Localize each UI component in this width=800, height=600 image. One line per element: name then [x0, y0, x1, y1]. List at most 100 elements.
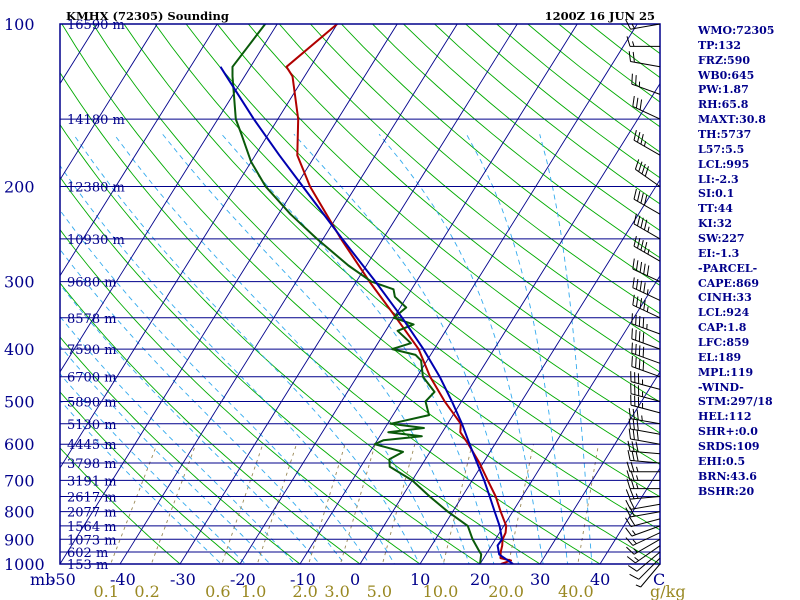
temperature-tick-label: 30 [530, 570, 550, 589]
wind-barb [632, 277, 661, 301]
wind-barb [629, 557, 661, 580]
temperature-tick-label: -20 [230, 570, 256, 589]
mixing-ratio-line [256, 444, 297, 564]
height-label: 153 m [67, 558, 108, 573]
wind-barb [626, 538, 661, 555]
moist-adiabat-line [73, 133, 420, 564]
wind-barb [626, 461, 660, 473]
index-item: HEL:112 [698, 410, 752, 424]
mixing-ratio-tick-label: 0.6 [205, 582, 230, 600]
dewpoint-trace [231, 24, 483, 564]
dry-adiabat-line [60, 447, 181, 564]
wind-barb [630, 383, 661, 402]
temperature-trace [285, 24, 512, 564]
dry-adiabat-line [60, 123, 541, 564]
mixing-ratio-line [508, 444, 534, 564]
wind-barb [632, 294, 661, 319]
index-item: -WIND- [698, 380, 744, 394]
index-item: -PARCEL- [698, 261, 758, 275]
moist-adiabat-line [113, 133, 445, 564]
wind-barb [626, 470, 660, 481]
sounding-traces [219, 24, 514, 564]
mixing-ratio-tick-label: 1.0 [241, 582, 266, 600]
wind-barb [628, 418, 661, 435]
y-axis-unit-label: mb [30, 570, 55, 589]
index-item: WB0:645 [698, 68, 755, 82]
isotherm-line [60, 24, 338, 469]
index-item: SHR+:0.0 [698, 425, 758, 439]
index-item: LFC:859 [698, 336, 750, 350]
dry-adiabat-line [61, 24, 660, 564]
wind-barb [628, 51, 661, 68]
wind-barb [625, 19, 661, 30]
temperature-tick-label: -40 [110, 570, 136, 589]
dry-adiabat-line [341, 24, 660, 286]
height-label: 1564 m [67, 520, 117, 535]
moist-adiabat-line [162, 133, 470, 564]
mixing-ratio-tick-label: 0.1 [93, 582, 118, 600]
mixing-ratio-tick-label: 0.2 [134, 582, 159, 600]
isotherm-line [419, 178, 660, 564]
pressure-tick-label: 600 [4, 435, 35, 454]
moist-adiabat-line [60, 315, 296, 564]
index-item: SRDS:109 [698, 440, 760, 454]
wind-barb [631, 342, 661, 364]
wind-barb [631, 328, 661, 350]
moist-adiabat-line [378, 133, 544, 564]
index-item: PW:1.87 [698, 83, 749, 97]
index-item: BSHR:20 [698, 484, 755, 498]
index-item: TP:132 [698, 38, 742, 52]
index-item: L57:5.5 [698, 142, 745, 156]
moist-adiabat-line [466, 133, 569, 564]
wind-barb [628, 408, 661, 425]
isotherm-line [60, 24, 398, 564]
wind-barb [634, 159, 661, 188]
moist-adiabat-line [293, 133, 519, 564]
parcel-trace [219, 66, 514, 564]
dry-adiabat-line [185, 24, 660, 434]
index-item: SI:0.1 [698, 187, 735, 201]
temperature-tick-label: 10 [410, 570, 430, 589]
mixing-ratio-line [577, 444, 599, 564]
wind-barb [633, 213, 661, 240]
isotherm-line [359, 82, 660, 564]
chart-background-lines [60, 24, 660, 564]
mixing-ratio-tick-label: 5.0 [367, 582, 392, 600]
moist-adiabat-line [60, 209, 370, 564]
mixing-ratio-line [442, 444, 473, 564]
height-label: 8578 m [67, 312, 117, 327]
pressure-tick-label: 900 [4, 530, 35, 549]
index-item: LCL:995 [698, 157, 750, 171]
moist-adiabat-line [60, 399, 222, 564]
index-item: EHI:0.5 [698, 454, 746, 468]
isotherm-line [60, 24, 278, 373]
index-item: SW:227 [698, 232, 745, 246]
dry-adiabat-line [154, 24, 660, 466]
plot-border [59, 23, 661, 565]
pressure-tick-label: 400 [4, 340, 35, 359]
wind-barb [632, 258, 661, 283]
moist-adiabat-line [60, 373, 247, 564]
moist-adiabat-line [539, 134, 593, 564]
dry-adiabat-line [60, 176, 481, 564]
height-label: 4445 m [67, 438, 117, 453]
wind-barb [625, 488, 661, 500]
wind-barb [628, 428, 661, 445]
mixing-ratio-unit-label: g/kg [650, 582, 686, 600]
index-item: EI:-1.3 [698, 246, 740, 260]
temperature-tick-label: 40 [590, 570, 610, 589]
mixing-ratio-line [339, 444, 376, 564]
pressure-tick-label: 1000 [4, 555, 45, 574]
temperature-unit-label: C [653, 570, 665, 589]
height-label: 2077 m [67, 506, 117, 521]
height-label: 5130 m [67, 418, 117, 433]
moist-adiabat-line [60, 164, 395, 564]
index-item: KI:32 [698, 217, 733, 231]
isotherm-line [239, 24, 578, 564]
moist-adiabat-line [221, 133, 495, 564]
height-label: 12380 m [67, 181, 125, 196]
temperature-tick-label: -50 [50, 570, 76, 589]
dry-adiabat-line [60, 228, 421, 564]
index-item: FRZ:590 [698, 53, 751, 67]
